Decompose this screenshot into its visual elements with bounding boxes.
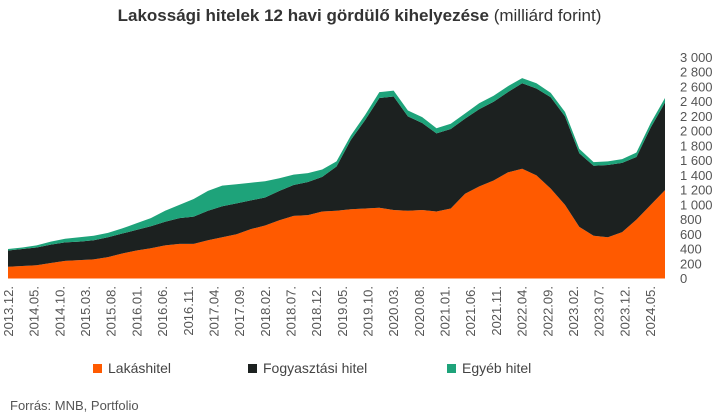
x-tick-label: 2016.01. [129, 286, 144, 337]
x-tick-label: 2020.08. [412, 286, 427, 337]
y-tick-label: 1 800 [680, 138, 713, 153]
area-layer [8, 78, 665, 279]
x-axis: 2013.12. 2014.05. 2014.10. 2015.03. 2015.08.… [1, 286, 658, 337]
y-tick-label: 800 [680, 212, 702, 227]
y-tick-label: 2 200 [680, 109, 713, 124]
x-tick-label: 2014.10. [52, 286, 67, 337]
x-tick-label: 2021.11. [489, 286, 504, 336]
x-tick-label: 2015.03. [78, 286, 93, 337]
y-tick-label: 3 000 [680, 50, 713, 65]
legend-swatch-egyeb [447, 363, 456, 373]
x-tick-label: 2013.12. [1, 286, 16, 337]
legend-swatch-fogyasztasi [248, 363, 257, 373]
x-tick-label: 2023.12. [617, 286, 632, 337]
x-tick-label: 2015.08. [104, 286, 119, 337]
x-tick-label: 2017.09. [232, 286, 247, 337]
x-tick-label: 2017.04. [206, 286, 221, 337]
chart-title: Lakossági hitelek 12 havi gördülő kihely… [0, 6, 719, 26]
chart-title-unit: (milliárd forint) [493, 6, 602, 25]
legend-swatch-lakashitel [93, 363, 102, 373]
x-tick-label: 2022.04. [515, 286, 530, 337]
x-tick-label: 2024.05. [643, 286, 658, 337]
y-tick-label: 2 600 [680, 79, 713, 94]
y-tick-label: 2 800 [680, 65, 713, 80]
legend-item-lakashitel: Lakáshitel [93, 360, 171, 376]
x-tick-label: 2016.11. [181, 286, 196, 336]
area-series-2 [8, 78, 665, 251]
y-tick-label: 2 400 [680, 94, 713, 109]
legend-label-egyeb: Egyéb hitel [462, 360, 532, 376]
y-tick-label: 1 400 [680, 168, 713, 183]
x-tick-label: 2018.07. [283, 286, 298, 337]
x-tick-label: 2020.03. [386, 286, 401, 337]
area-series-0 [8, 168, 665, 279]
x-tick-label: 2021.06. [463, 286, 478, 337]
x-tick-label: 2014.05. [27, 286, 42, 337]
y-tick-label: 0 [680, 271, 687, 286]
y-tick-label: 2 000 [680, 124, 713, 139]
x-tick-label: 2021.01. [438, 286, 453, 337]
y-tick-label: 1 000 [680, 197, 713, 212]
chart-title-main: Lakossági hitelek 12 havi gördülő kihely… [117, 6, 489, 25]
legend-item-egyeb: Egyéb hitel [447, 360, 531, 376]
legend-item-fogyasztasi: Fogyasztási hitel [248, 360, 367, 376]
x-tick-label: 2018.02. [258, 286, 273, 337]
x-tick-label: 2016.06. [155, 286, 170, 337]
x-tick-label: 2018.12. [309, 286, 324, 337]
y-tick-label: 1 600 [680, 153, 713, 168]
x-tick-label: 2023.07. [592, 286, 607, 337]
x-tick-label: 2019.10. [361, 286, 376, 337]
y-tick-label: 200 [680, 256, 702, 271]
legend-label-fogyasztasi: Fogyasztási hitel [263, 360, 368, 376]
y-tick-label: 400 [680, 242, 702, 257]
x-tick-label: 2022.09. [540, 286, 555, 337]
y-tick-label: 1 200 [680, 183, 713, 198]
x-tick-label: 2019.05. [335, 286, 350, 337]
x-tick-label: 2023.02. [566, 286, 581, 337]
legend-label-lakashitel: Lakáshitel [108, 360, 172, 376]
area-series-1 [8, 83, 665, 267]
source-note: Forrás: MNB, Portfolio [10, 398, 139, 413]
y-tick-label: 600 [680, 227, 702, 242]
